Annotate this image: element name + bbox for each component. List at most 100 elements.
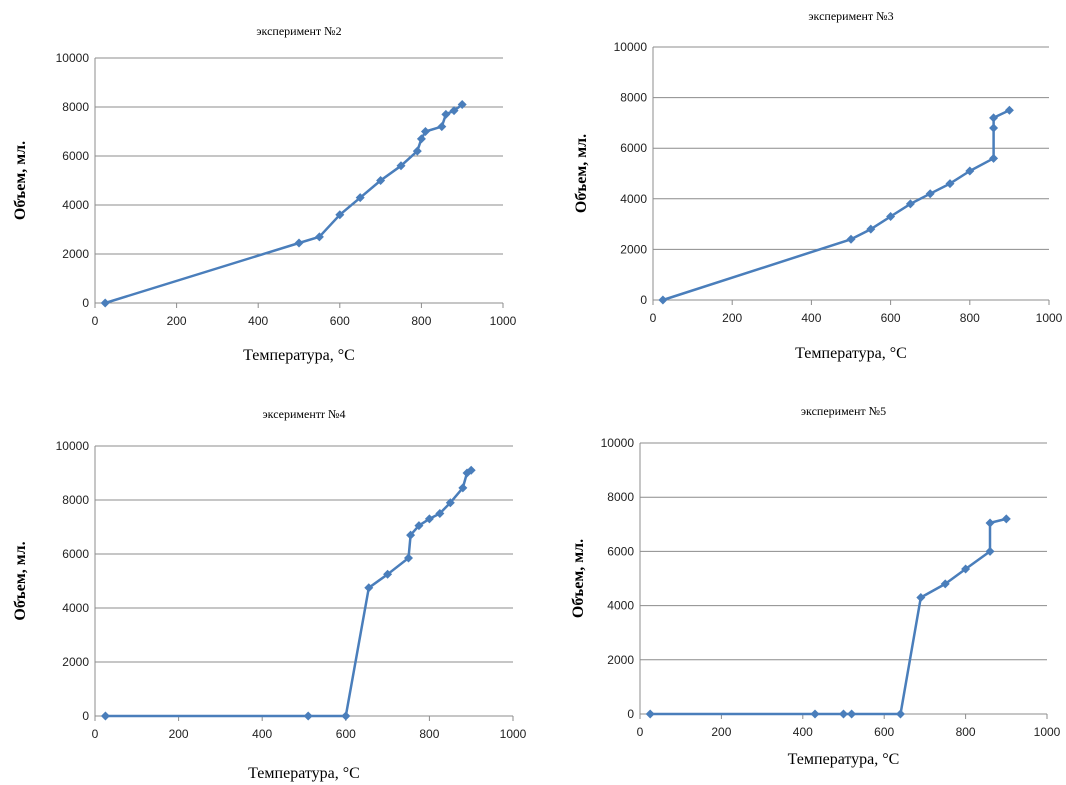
chart-title: эксериментr №4	[263, 407, 346, 421]
x-tick-label: 400	[801, 311, 821, 325]
y-axis-title: Объем, мл.	[573, 134, 590, 213]
x-tick-label: 200	[169, 727, 189, 741]
x-tick-label: 800	[956, 725, 976, 739]
data-point	[414, 521, 424, 531]
data-point	[335, 210, 345, 220]
y-tick-label: 0	[82, 709, 89, 723]
data-point	[985, 518, 995, 528]
x-tick-label: 1000	[1034, 725, 1061, 739]
x-tick-label: 800	[960, 311, 980, 325]
y-tick-label: 2000	[62, 655, 89, 669]
y-tick-label: 10000	[601, 436, 635, 450]
x-tick-label: 0	[92, 314, 99, 328]
y-tick-label: 4000	[607, 599, 634, 613]
y-tick-label: 2000	[607, 653, 634, 667]
data-point	[445, 498, 455, 508]
x-tick-label: 800	[419, 727, 439, 741]
data-point	[458, 483, 468, 493]
data-point	[658, 295, 668, 305]
data-point	[895, 709, 905, 719]
y-tick-label: 6000	[62, 149, 89, 163]
y-axis-title: Объем, мл.	[12, 541, 29, 620]
x-tick-label: 200	[722, 311, 742, 325]
chart-1: 0 2000 4000 6000 8000 10000 0 200 400 600 800 1000 э…	[12, 24, 517, 364]
data-point	[341, 711, 351, 721]
data-point	[989, 113, 999, 123]
x-tick-label: 1000	[1036, 311, 1063, 325]
y-tick-label: 8000	[62, 493, 89, 507]
data-point	[810, 709, 820, 719]
data-point	[645, 709, 655, 719]
series-line	[662, 109, 1010, 302]
data-point	[100, 711, 110, 721]
data-point	[416, 134, 426, 144]
data-point	[435, 509, 445, 518]
data-point	[989, 153, 999, 163]
data-point	[437, 122, 447, 132]
data-point	[396, 161, 406, 171]
y-axis-title: Объем, мл.	[12, 141, 29, 220]
data-point	[100, 298, 110, 308]
data-point	[985, 546, 995, 556]
data-point	[1001, 514, 1011, 524]
x-axis-title: Температура, °C	[795, 345, 907, 362]
data-point	[406, 530, 416, 540]
data-point	[965, 166, 975, 176]
y-tick-label: 0	[82, 296, 89, 310]
data-point	[839, 709, 848, 719]
data-point	[961, 564, 971, 574]
y-tick-label: 6000	[620, 141, 647, 155]
y-tick-label: 8000	[607, 490, 634, 504]
data-point	[449, 106, 459, 116]
y-tick-label: 4000	[62, 601, 89, 615]
data-point	[1004, 105, 1014, 115]
y-tick-label: 0	[627, 707, 634, 721]
chart-2: 0 2000 4000 6000 8000 10000 0 200 400 600 800 1000 э…	[573, 9, 1063, 362]
x-tick-label: 0	[92, 727, 99, 741]
data-point	[303, 711, 313, 721]
x-tick-label: 400	[252, 727, 272, 741]
data-point	[355, 193, 365, 203]
data-point	[866, 224, 876, 234]
y-tick-label: 2000	[62, 247, 89, 261]
y-tick-label: 8000	[620, 91, 647, 105]
data-point	[925, 189, 935, 199]
data-point	[294, 238, 304, 248]
y-tick-label: 6000	[62, 547, 89, 561]
chart-4: 0 2000 4000 6000 8000 10000 0 200 400 600 800 1000 э…	[570, 404, 1061, 768]
x-tick-label: 400	[248, 314, 268, 328]
x-axis-title: Температура, °C	[788, 751, 900, 768]
data-point	[457, 100, 467, 110]
y-axis-title: Объем, мл.	[570, 539, 587, 618]
y-tick-label: 4000	[620, 192, 647, 206]
data-point	[424, 514, 434, 524]
data-point	[945, 179, 955, 189]
x-tick-label: 0	[637, 725, 644, 739]
data-point	[886, 212, 896, 222]
data-point	[466, 465, 476, 475]
data-point	[940, 579, 950, 589]
x-tick-label: 1000	[500, 727, 527, 741]
data-point	[412, 146, 422, 156]
y-tick-label: 6000	[607, 544, 634, 558]
x-tick-label: 400	[793, 725, 813, 739]
y-tick-label: 4000	[62, 198, 89, 212]
series-line	[104, 103, 463, 305]
y-tick-label: 2000	[620, 242, 647, 256]
data-point	[905, 199, 915, 209]
chart-title: эксперимент №5	[801, 404, 886, 418]
data-point	[441, 109, 451, 119]
data-point	[420, 127, 430, 136]
data-point	[916, 592, 926, 602]
chart-3: 0 2000 4000 6000 8000 10000 0 200 400 600 800 1000 э…	[12, 407, 527, 782]
data-point	[314, 232, 324, 242]
x-tick-label: 800	[411, 314, 431, 328]
data-point	[376, 176, 386, 185]
x-tick-label: 0	[650, 311, 657, 325]
data-point	[846, 234, 856, 244]
y-tick-label: 8000	[62, 100, 89, 114]
data-point	[364, 583, 374, 593]
x-tick-label: 1000	[490, 314, 517, 328]
x-tick-label: 600	[881, 311, 901, 325]
